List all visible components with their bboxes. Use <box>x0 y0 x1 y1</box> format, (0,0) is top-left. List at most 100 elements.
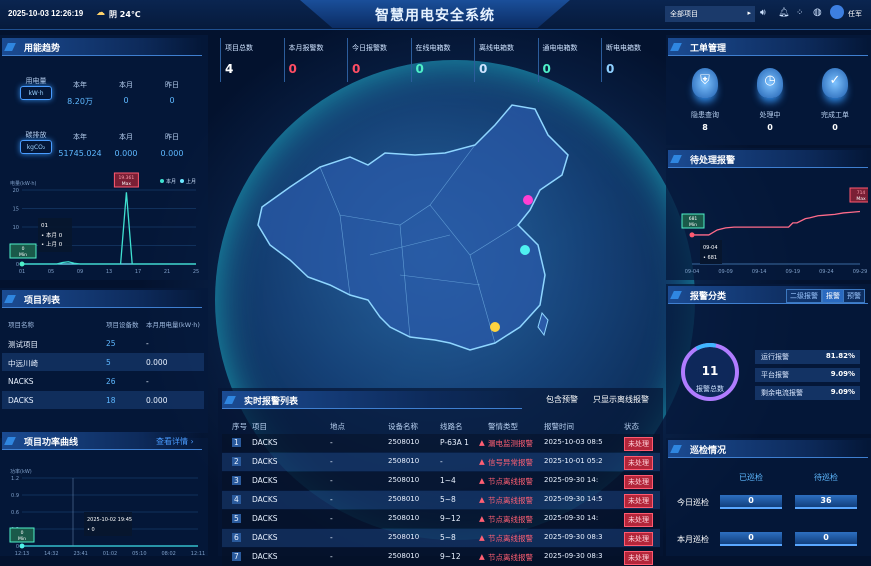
alarm-class-tab[interactable]: 预警 <box>843 289 865 303</box>
y-tick-label: 20 <box>13 188 19 194</box>
alarm-row[interactable] <box>222 510 660 528</box>
tooltip-item: • 上月 0 <box>41 240 63 248</box>
x-tick-label: 21 <box>164 269 170 275</box>
alarm-row[interactable] <box>222 529 660 547</box>
filter-offline-only[interactable]: 只显示离线报警 <box>593 395 649 404</box>
filter-include-warning[interactable]: 包含预警 <box>546 395 578 404</box>
chart-tooltip: 09-04 • 681 <box>700 240 722 264</box>
alarm-cell: - <box>330 495 333 504</box>
chevron-right-icon: › <box>190 437 194 446</box>
work-order-value[interactable]: 8 <box>702 123 708 132</box>
tooltip-item: • 0 <box>87 527 95 533</box>
status-badge[interactable]: 未处理 <box>624 551 653 565</box>
alarm-row[interactable] <box>222 453 660 471</box>
map-marker-pin[interactable] <box>490 322 500 332</box>
alarm-row[interactable] <box>222 491 660 509</box>
data-point[interactable] <box>689 232 695 238</box>
project-cell: 测试项目 <box>8 340 38 349</box>
kpi-card[interactable]: 今日报警数 0 <box>347 38 409 82</box>
x-tick-label: 09-04 <box>685 269 700 275</box>
alarm-cell: DACKS <box>252 457 278 466</box>
alarm-cell: 2508010 <box>388 514 420 522</box>
alarm-col-header: 警情类型 <box>488 422 518 431</box>
inspection-value[interactable]: 0 <box>795 532 857 546</box>
alarm-total-label: 报警总数 <box>696 385 724 393</box>
energy-value: 0.000 <box>114 149 138 158</box>
data-point[interactable] <box>19 261 25 267</box>
alarm-class-tab[interactable]: 报警 <box>822 289 844 303</box>
energy-line-chart[interactable]: 0510152001050913172125电量(kW·h)本月上月19.361… <box>8 172 203 277</box>
status-badge[interactable]: 未处理 <box>624 475 653 489</box>
alarm-cell: - <box>440 457 443 466</box>
map-marker-pin[interactable] <box>523 195 533 205</box>
x-tick-label: 09 <box>77 269 83 275</box>
alarm-cell: - <box>330 438 333 447</box>
project-cell: - <box>146 339 149 348</box>
status-badge[interactable]: 未处理 <box>624 456 653 470</box>
china-map[interactable] <box>250 95 580 365</box>
alarm-cell: 2508010 <box>388 495 420 503</box>
kpi-card[interactable]: 本月报警数 0 <box>283 38 346 82</box>
project-row[interactable] <box>2 353 204 371</box>
globe-icon[interactable]: ◍ <box>813 7 822 18</box>
bell-icon[interactable]: 🔔︎ <box>778 8 790 18</box>
alarm-class-pct: 9.09% <box>830 388 855 396</box>
alarm-row[interactable] <box>222 472 660 490</box>
kpi-value: 0 <box>415 62 424 76</box>
kpi-card[interactable]: 离线电箱数 0 <box>474 38 536 82</box>
warning-icon: ▲ <box>479 552 485 561</box>
kpi-card[interactable]: 项目总数 4 <box>220 38 282 82</box>
inspection-value[interactable]: 0 <box>720 495 782 509</box>
x-tick-label: 09-09 <box>718 269 733 275</box>
y-axis-label: 功率(kW) <box>10 468 32 475</box>
legend-label[interactable]: 本月 <box>166 178 176 185</box>
alarm-class-item[interactable]: 运行报警 81.82% <box>755 350 860 364</box>
y-tick-label: 0.9 <box>11 493 19 499</box>
project-row[interactable] <box>2 391 204 409</box>
alarm-index: 6 <box>232 533 241 542</box>
user-name[interactable]: 任军 <box>848 10 862 18</box>
power-line-chart[interactable]: 00.30.60.91.212:1314:3223:4101:0205:1008… <box>8 460 206 556</box>
clock-icon: ◷ <box>757 68 783 98</box>
status-badge[interactable]: 未处理 <box>624 437 653 451</box>
kpi-card[interactable]: 断电电箱数 0 <box>601 38 663 82</box>
alarm-class-item[interactable]: 剩余电流报警 9.09% <box>755 386 860 400</box>
x-tick-label: 23:41 <box>73 551 87 556</box>
alarm-cell: 2025-10-01 05:2 <box>544 457 603 465</box>
legend-label[interactable]: 上月 <box>186 178 196 185</box>
work-order-value[interactable]: 0 <box>767 123 773 132</box>
inspection-value[interactable]: 0 <box>720 532 782 546</box>
apps-grid-icon[interactable]: ⁘ <box>796 8 804 18</box>
project-select[interactable]: 全部项目 ▸ <box>665 6 755 22</box>
inspection-value[interactable]: 36 <box>795 495 857 509</box>
user-avatar-icon[interactable] <box>830 5 844 19</box>
map-marker-pin[interactable] <box>520 245 530 255</box>
kpi-card[interactable]: 在线电箱数 0 <box>410 38 473 82</box>
alarm-class-item[interactable]: 平台报警 9.09% <box>755 368 860 382</box>
y-tick-label: 15 <box>13 207 19 213</box>
volume-icon[interactable]: 🔊︎ <box>760 8 766 18</box>
x-tick-label: 01 <box>19 269 25 275</box>
max-value-label: 714 <box>857 190 866 196</box>
kpi-label: 离线电箱数 <box>479 44 514 52</box>
kpi-card[interactable]: 通电电箱数 0 <box>537 38 600 82</box>
x-tick-label: 13 <box>106 269 112 275</box>
alarm-class-tab[interactable]: 二级报警 <box>786 289 822 303</box>
col-label: 昨日 <box>165 81 179 89</box>
data-point[interactable] <box>19 543 25 549</box>
alarm-row[interactable] <box>222 434 660 452</box>
status-badge[interactable]: 未处理 <box>624 513 653 527</box>
work-order-value[interactable]: 0 <box>832 123 838 132</box>
status-badge[interactable]: 未处理 <box>624 494 653 508</box>
view-details-link[interactable]: 查看详情 › <box>156 436 194 447</box>
status-badge[interactable]: 未处理 <box>624 532 653 546</box>
donut-segment <box>681 342 739 401</box>
map-region-china[interactable] <box>257 104 569 351</box>
check-icon: ✓ <box>822 68 848 98</box>
y-tick-label: 0 <box>16 544 19 550</box>
energy-value: 0 <box>123 96 129 105</box>
warning-icon: ▲ <box>479 438 485 447</box>
taiwan-region[interactable] <box>537 311 549 337</box>
min-value-label: 0 <box>21 530 24 536</box>
